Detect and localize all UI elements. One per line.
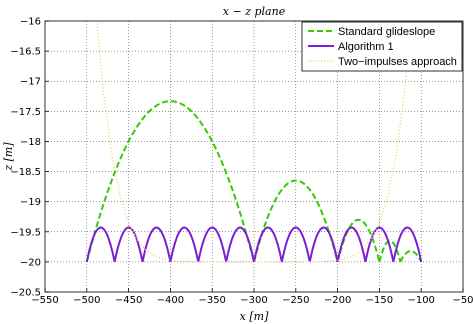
x-tick-label: −350 <box>198 295 225 306</box>
y-tick-label: −19.5 <box>10 227 41 238</box>
legend-label-2: Two−impulses approach <box>338 56 457 68</box>
legend-label-1: Algorithm 1 <box>338 41 394 53</box>
x-tick-label: −300 <box>240 295 267 306</box>
x-tick-label: −150 <box>366 295 393 306</box>
y-tick-label: −20.5 <box>10 288 41 299</box>
x-tick-label: −550 <box>31 295 58 306</box>
y-tick-label: −17.5 <box>10 107 41 118</box>
y-tick-label: −18 <box>20 137 41 148</box>
x-tick-label: −450 <box>115 295 142 306</box>
x-tick-label: −100 <box>407 295 434 306</box>
y-tick-label: −16.5 <box>10 47 41 58</box>
x-tick-label: −400 <box>157 295 184 306</box>
x-tick-label: −50 <box>452 295 473 306</box>
legend: Standard glideslope Algorithm 1 Two−impuls… <box>301 21 463 72</box>
y-tick-label: −19 <box>20 197 41 208</box>
y-tick-label: −18.5 <box>10 167 41 178</box>
x-tick-label: −250 <box>282 295 309 306</box>
series-line-1 <box>85 226 423 263</box>
y-tick-label: −16 <box>20 17 41 28</box>
series-line-2 <box>96 21 412 263</box>
x-tick-label: −500 <box>73 295 100 306</box>
y-tick-label: −20 <box>20 257 41 268</box>
series-layer <box>85 21 423 263</box>
x-tick-label: −200 <box>324 295 351 306</box>
x-axis-label: x [m] <box>240 310 269 323</box>
legend-label-0: Standard glideslope <box>338 26 435 38</box>
series-line-0 <box>85 100 423 263</box>
ticks: −550 −500 −450 −400 −350 −300 −250 −200 −150 −100… <box>10 17 473 307</box>
y-axis-label: z [m] <box>2 142 15 172</box>
y-tick-label: −17 <box>20 77 41 88</box>
chart-title: x − z plane <box>223 5 286 18</box>
